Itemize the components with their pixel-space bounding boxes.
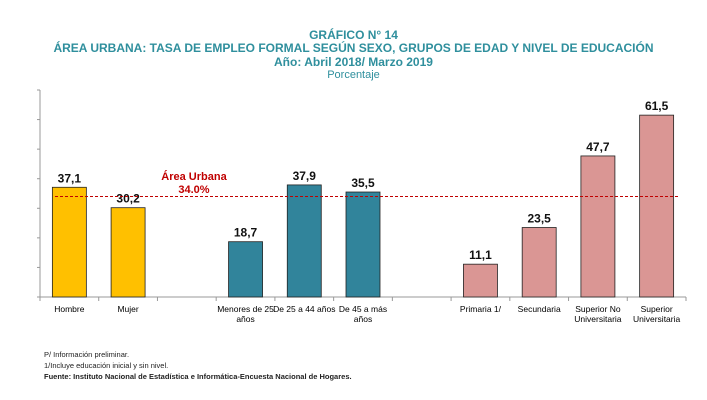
x-tick-label: Secundaria [518,304,561,314]
data-label: 30,2 [116,192,140,206]
x-tick-label: Hombre [54,304,85,314]
footnotes: P/ Información preliminar. 1/Incluye edu… [44,349,352,382]
data-label: 37,1 [58,171,82,185]
data-label: 61,5 [645,99,669,113]
x-tick-label: De 45 a más [339,304,387,314]
chart-title: GRÁFICO N° 14 [309,28,398,42]
data-label: 23,5 [528,212,552,226]
x-tick-label: Universitaria [574,314,622,324]
x-tick-label: Universitaria [633,314,681,324]
data-label: 11,1 [469,248,492,262]
bar-7 [463,263,498,298]
data-label: 18,7 [234,226,258,240]
bar-10 [639,114,675,298]
note-education: 1/Incluye educación inicial y sin nivel. [44,361,169,370]
data-label: 35,5 [351,176,375,190]
x-tick-label: De 25 a 44 años [273,304,335,314]
bar-0 [51,186,87,298]
chart-subtitle: ÁREA URBANA: TASA DE EMPLEO FORMAL SEGÚN… [53,41,654,55]
bar-3 [228,241,263,298]
x-tick-label: Primaria 1/ [460,304,502,314]
note-source: Fuente: Instituto Nacional de Estadístic… [44,372,352,381]
x-tick-label: Superior [641,304,673,314]
bar-8 [521,227,557,298]
bar-9 [580,155,616,298]
x-tick-label: años [236,314,254,324]
data-label: 47,7 [586,140,610,154]
bar-5 [345,191,381,298]
x-tick-label: años [354,314,372,324]
bar-4 [286,184,322,298]
x-tick-label: Mujer [117,304,138,314]
x-tick-label: Superior No [575,304,621,314]
x-tick-label: Menores de 25 [217,304,274,314]
y-axis-label: Porcentaje [327,69,380,81]
reference-value: 34.0% [178,184,209,196]
data-label: 37,9 [293,169,317,183]
bar-1 [110,207,146,298]
reference-name: Área Urbana [161,170,227,183]
note-preliminary: P/ Información preliminar. [44,350,130,359]
chart-period: Año: Abril 2018/ Marzo 2019 [274,55,433,69]
